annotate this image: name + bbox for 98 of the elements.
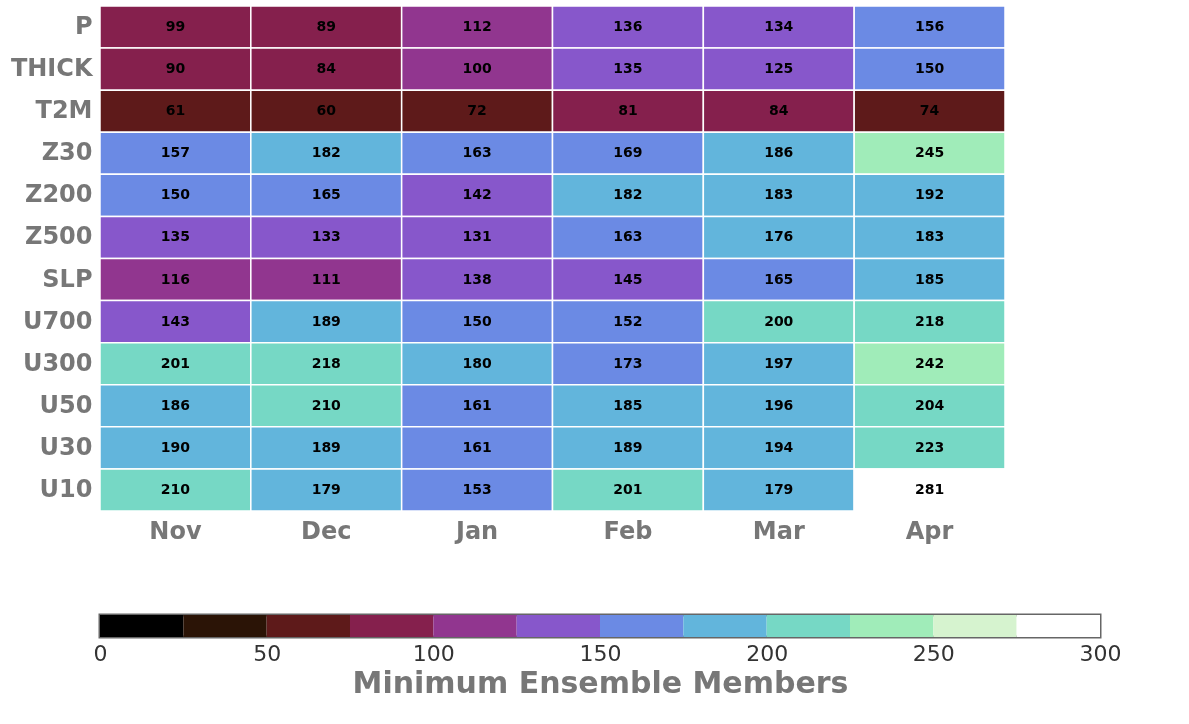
data-label: 165 bbox=[311, 186, 341, 203]
x-tick-label: Apr bbox=[905, 516, 954, 545]
data-label: 135 bbox=[160, 228, 191, 245]
color-bar-label: 300 bbox=[1079, 640, 1122, 666]
color-bar-label: 200 bbox=[746, 640, 789, 666]
data-label: 72 bbox=[467, 102, 487, 119]
data-label: 156 bbox=[914, 18, 945, 35]
data-label: 183 bbox=[914, 228, 945, 245]
data-label: 182 bbox=[311, 144, 341, 161]
data-label: 74 bbox=[919, 102, 940, 119]
data-label: 84 bbox=[769, 102, 789, 119]
data-label: 134 bbox=[764, 18, 794, 35]
data-label: 173 bbox=[613, 354, 643, 371]
data-label: 89 bbox=[316, 18, 336, 35]
data-label: 90 bbox=[165, 60, 186, 77]
y-tick-label: Z500 bbox=[25, 222, 93, 251]
color-bar-label: 0 bbox=[93, 640, 108, 666]
data-label: 218 bbox=[311, 354, 341, 371]
data-label: 182 bbox=[613, 186, 643, 203]
data-label: 204 bbox=[914, 396, 945, 413]
x-tick-label: Dec bbox=[301, 516, 352, 545]
y-tick-label: Z30 bbox=[41, 138, 93, 167]
data-label: 136 bbox=[613, 18, 643, 35]
data-label: 186 bbox=[160, 396, 191, 413]
data-label: 210 bbox=[160, 480, 191, 497]
data-label: 60 bbox=[316, 102, 337, 119]
y-tick-label: T2M bbox=[35, 96, 93, 125]
data-label: 201 bbox=[160, 354, 191, 371]
data-label: 116 bbox=[160, 270, 191, 287]
data-label: 111 bbox=[311, 270, 341, 287]
data-label: 145 bbox=[613, 270, 643, 287]
data-label: 210 bbox=[311, 396, 342, 413]
data-label: 161 bbox=[462, 396, 492, 413]
y-tick-label: P bbox=[74, 12, 93, 41]
data-label: 223 bbox=[914, 438, 945, 455]
data-label: 131 bbox=[462, 228, 492, 245]
color-bar-label: 250 bbox=[912, 640, 955, 666]
data-label: 133 bbox=[311, 228, 341, 245]
data-label: 150 bbox=[914, 60, 945, 77]
data-label: 165 bbox=[764, 270, 794, 287]
data-label: 245 bbox=[914, 144, 945, 161]
data-label: 100 bbox=[462, 60, 492, 77]
color-bar-title: Minimum Ensemble Members bbox=[352, 664, 849, 700]
data-label: 112 bbox=[462, 18, 492, 35]
x-tick-label: Feb bbox=[603, 516, 653, 545]
data-label: 153 bbox=[462, 480, 492, 497]
data-label: 185 bbox=[914, 270, 945, 287]
y-tick-label: U700 bbox=[22, 306, 93, 335]
data-label: 189 bbox=[613, 438, 643, 455]
data-label: 150 bbox=[160, 186, 191, 203]
data-label: 190 bbox=[160, 438, 191, 455]
data-label: 196 bbox=[764, 396, 794, 413]
data-label: 163 bbox=[462, 144, 492, 161]
data-label: 125 bbox=[764, 60, 794, 77]
data-label: 61 bbox=[165, 102, 186, 119]
data-label: 194 bbox=[764, 438, 794, 455]
data-label: 163 bbox=[613, 228, 643, 245]
data-label: 183 bbox=[764, 186, 794, 203]
data-label: 179 bbox=[764, 480, 794, 497]
data-label: 81 bbox=[618, 102, 638, 119]
data-label: 186 bbox=[764, 144, 794, 161]
data-label: 176 bbox=[764, 228, 794, 245]
data-label: 200 bbox=[764, 312, 794, 329]
data-label: 185 bbox=[613, 396, 643, 413]
data-label: 84 bbox=[316, 60, 337, 77]
data-label: 142 bbox=[462, 186, 492, 203]
y-tick-label: U50 bbox=[39, 390, 93, 419]
data-label: 150 bbox=[462, 312, 492, 329]
x-tick-label: Jan bbox=[453, 516, 499, 545]
data-label: 192 bbox=[914, 186, 945, 203]
y-tick-label: SLP bbox=[42, 264, 93, 293]
color-bar-label: 150 bbox=[579, 640, 622, 666]
data-label: 201 bbox=[613, 480, 643, 497]
data-label: 152 bbox=[613, 312, 643, 329]
data-label: 197 bbox=[764, 354, 794, 371]
data-label: 281 bbox=[914, 480, 945, 497]
x-tick-label: Nov bbox=[149, 516, 202, 545]
data-label: 161 bbox=[462, 438, 492, 455]
color-bar-label: 50 bbox=[253, 640, 282, 666]
color-bar-label: 100 bbox=[412, 640, 455, 666]
x-tick-label: Mar bbox=[752, 516, 805, 545]
data-label: 189 bbox=[311, 312, 341, 329]
data-label: 218 bbox=[914, 312, 945, 329]
data-label: 180 bbox=[462, 354, 492, 371]
y-tick-label: U10 bbox=[39, 474, 93, 503]
data-label: 157 bbox=[160, 144, 191, 161]
data-label: 189 bbox=[311, 438, 341, 455]
data-label: 138 bbox=[462, 270, 492, 287]
data-label: 169 bbox=[613, 144, 643, 161]
y-tick-label: Z200 bbox=[25, 180, 93, 209]
data-label: 99 bbox=[165, 18, 186, 35]
data-label: 179 bbox=[311, 480, 341, 497]
y-tick-label: THICK bbox=[10, 54, 94, 83]
y-tick-label: U300 bbox=[22, 348, 93, 377]
data-label: 135 bbox=[613, 60, 643, 77]
y-tick-label: U30 bbox=[39, 432, 93, 461]
data-label: 242 bbox=[914, 354, 945, 371]
data-label: 143 bbox=[160, 312, 191, 329]
